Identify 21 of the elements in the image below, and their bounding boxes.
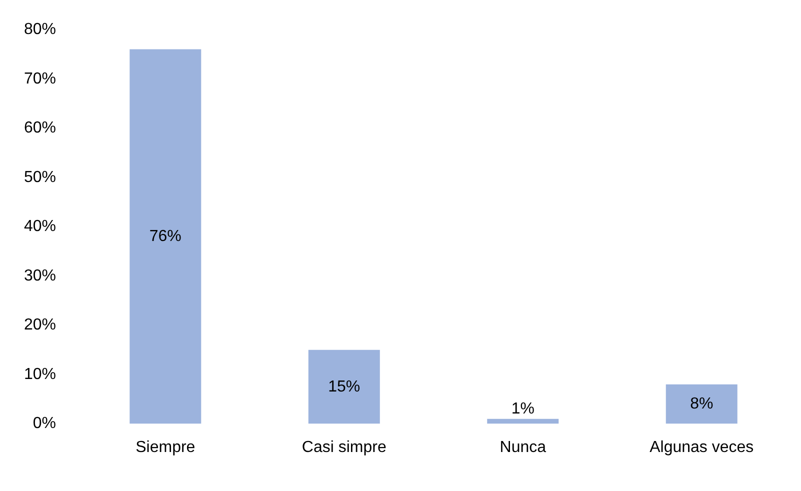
data-label: 1% bbox=[511, 400, 534, 418]
data-label: 8% bbox=[690, 395, 714, 412]
x-tick-label: Nunca bbox=[500, 438, 546, 456]
bar bbox=[487, 418, 559, 424]
y-tick-label: 50% bbox=[24, 168, 56, 186]
bar bbox=[308, 350, 380, 424]
x-tick-label: Siempre bbox=[136, 438, 196, 456]
y-tick-label: 40% bbox=[24, 218, 56, 236]
y-tick-label: 80% bbox=[24, 21, 56, 38]
y-tick-label: 60% bbox=[24, 120, 56, 137]
y-tick-label: 0% bbox=[32, 415, 56, 432]
y-tick-label: 20% bbox=[24, 316, 56, 334]
bar bbox=[666, 384, 738, 424]
bar bbox=[130, 49, 202, 424]
y-tick-label: 10% bbox=[24, 366, 56, 383]
x-tick-label: Casi simpre bbox=[302, 438, 386, 456]
data-label: 76% bbox=[149, 228, 182, 245]
x-tick-label: Algunas veces bbox=[650, 438, 754, 456]
y-tick-label: 70% bbox=[24, 70, 56, 88]
data-label: 15% bbox=[328, 378, 360, 396]
y-tick-label: 30% bbox=[24, 267, 56, 284]
